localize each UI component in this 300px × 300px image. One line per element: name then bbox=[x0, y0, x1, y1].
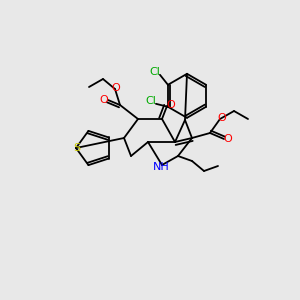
Text: Cl: Cl bbox=[146, 96, 156, 106]
Text: NH: NH bbox=[153, 162, 169, 172]
Text: Cl: Cl bbox=[149, 67, 161, 77]
Text: O: O bbox=[167, 100, 176, 110]
Text: O: O bbox=[100, 95, 108, 105]
Text: O: O bbox=[224, 134, 232, 144]
Text: S: S bbox=[74, 143, 81, 153]
Text: O: O bbox=[112, 83, 120, 93]
Text: O: O bbox=[218, 113, 226, 123]
